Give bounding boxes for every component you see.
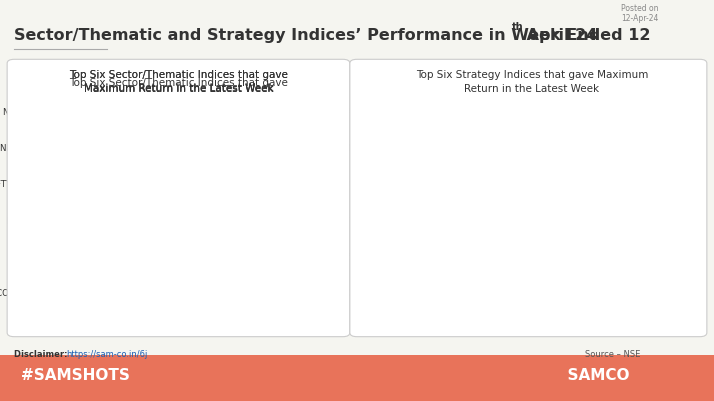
Bar: [64, 211, 149, 231]
Bar: [428, 283, 452, 303]
Text: 1.02%: 1.02%: [142, 252, 175, 262]
Text: NIFTY100 EQUAL WEIGHT: NIFTY100 EQUAL WEIGHT: [319, 288, 421, 297]
Bar: [428, 138, 618, 158]
Text: NIFTY DIVIDEND OPPORTUNITIES 50: NIFTY DIVIDEND OPPORTUNITIES 50: [278, 180, 421, 189]
Text: 0.07%: 0.07%: [458, 216, 491, 225]
Text: Top Six Sector/Thematic Indices that gave: Top Six Sector/Thematic Indices that gav…: [69, 77, 288, 87]
Text: 1.56%: 1.56%: [182, 143, 215, 153]
Text: th: th: [512, 22, 523, 32]
Text: NIFTY PSE: NIFTY PSE: [15, 252, 59, 261]
Text: NIFTY COMMODITIES: NIFTY COMMODITIES: [0, 288, 59, 297]
Bar: [64, 138, 178, 158]
Text: Top Six Sector/Thematic Indices that gave
Maximum Return in the Latest Week: Top Six Sector/Thematic Indices that gav…: [69, 70, 288, 94]
Text: Top Six Strategy Indices that gave Maximum
Return in the Latest Week: Top Six Strategy Indices that gave Maxim…: [416, 70, 648, 94]
Text: NIFTY50 VALUE 20: NIFTY50 VALUE 20: [348, 144, 421, 153]
Bar: [64, 247, 139, 267]
Text: 2.90%: 2.90%: [280, 107, 313, 117]
Text: NIFTY AUTO: NIFTY AUTO: [7, 216, 59, 225]
Bar: [64, 283, 139, 303]
Text: 1.01%: 1.01%: [141, 288, 174, 298]
Text: 1.25%: 1.25%: [159, 180, 192, 189]
Text: https://sam-co.in/6j: https://sam-co.in/6j: [66, 349, 148, 358]
Text: Source – NSE: Source – NSE: [585, 349, 641, 358]
Text: 0.21%: 0.21%: [513, 180, 546, 189]
Text: 0.06%: 0.06%: [454, 288, 487, 298]
Text: SAMCO: SAMCO: [557, 367, 630, 383]
Text: 0.07%: 0.07%: [458, 252, 491, 262]
Text: 1.16%: 1.16%: [152, 216, 186, 225]
Text: NIFTY200 QUALITY 30: NIFTY200 QUALITY 30: [334, 216, 421, 225]
Text: 0.50%: 0.50%: [628, 107, 661, 117]
Text: NIFTY OIL & GAS: NIFTY OIL & GAS: [0, 180, 59, 189]
Text: Disclaimer:: Disclaimer:: [14, 349, 71, 358]
Text: Maximum Return in the Latest Week: Maximum Return in the Latest Week: [84, 83, 273, 93]
Bar: [428, 247, 456, 267]
Text: 0.48%: 0.48%: [620, 143, 653, 153]
Text: Sector/Thematic and Strategy Indices’ Performance in Week Ended 12: Sector/Thematic and Strategy Indices’ Pe…: [14, 28, 650, 43]
Bar: [64, 174, 156, 194]
Bar: [64, 102, 277, 122]
Bar: [428, 211, 456, 231]
Text: #SAMSHOTS: #SAMSHOTS: [21, 367, 130, 383]
Text: April 24: April 24: [521, 28, 597, 43]
Text: Top Six Sector/Thematic Indices that gave
Maximum Return in the Latest Week: Top Six Sector/Thematic Indices that gav…: [69, 70, 288, 94]
Bar: [428, 102, 626, 122]
Text: Posted on
12-Apr-24: Posted on 12-Apr-24: [621, 4, 659, 23]
Text: NIFTY METAL: NIFTY METAL: [3, 108, 59, 117]
Text: NIFTY REALTY: NIFTY REALTY: [0, 144, 59, 153]
Text: NIFTY50 PR 1X INVERSE: NIFTY50 PR 1X INVERSE: [326, 252, 421, 261]
Bar: [428, 174, 511, 194]
Text: NIFTY MIDCAP150 QUALITY 50: NIFTY MIDCAP150 QUALITY 50: [301, 108, 421, 117]
